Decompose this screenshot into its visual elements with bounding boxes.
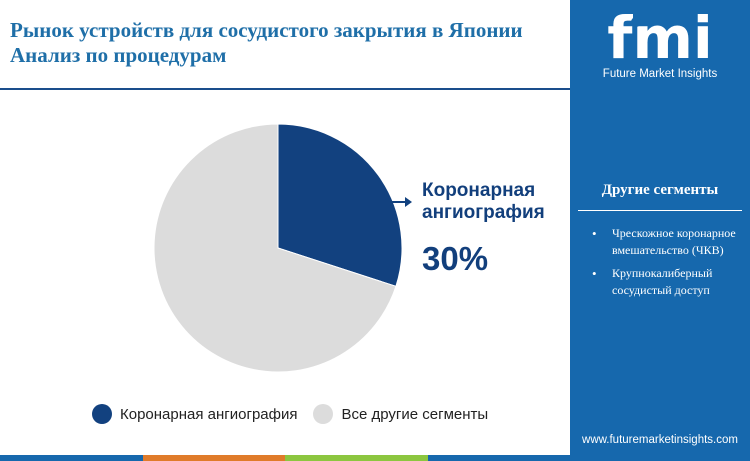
legend-label-others: Все другие сегменты <box>341 405 489 423</box>
bottom-bar-segment-4 <box>427 455 570 461</box>
bottom-bar-segment-2 <box>142 455 285 461</box>
title-line-1: Рынок устройств для сосудистого закрытия… <box>10 18 523 42</box>
logo-globe-icon-2 <box>657 13 667 23</box>
bottom-bar-segment-3 <box>285 455 428 461</box>
legend-item-highlight: Коронарная ангиография <box>92 404 297 424</box>
bottom-color-bar <box>0 455 570 461</box>
legend-item-others: Все другие сегменты <box>313 404 488 424</box>
callout-arrow <box>388 197 412 207</box>
bottom-bar-segment-1 <box>0 455 143 461</box>
pie-slice-others <box>153 123 397 373</box>
fmi-logo: fmi <box>607 8 713 66</box>
list-item: Чрескожное коронарное вмешательство (ЧКВ… <box>584 225 744 259</box>
callout-line-1: Коронарная <box>422 180 536 201</box>
legend-swatch-highlight <box>92 404 112 424</box>
callout-label: Коронарная ангиография <box>422 180 545 224</box>
sidebar-divider <box>578 210 742 211</box>
logo-subtitle: Future Market Insights <box>602 68 718 80</box>
segment-list: Чрескожное коронарное вмешательство (ЧКВ… <box>584 225 744 305</box>
list-item: Крупнокалиберный сосудистый доступ <box>584 265 744 299</box>
legend-label-highlight: Коронарная ангиография <box>120 405 298 423</box>
legend-swatch-others <box>313 404 334 424</box>
legend: Коронарная ангиография Все другие сегмен… <box>92 402 504 426</box>
title-divider <box>0 88 570 90</box>
title-line-2: Анализ по процедурам <box>10 43 227 67</box>
pie-slice-highlight <box>277 123 403 287</box>
callout-line-2: ангиография <box>422 202 545 223</box>
logo-globe-icon-3 <box>683 17 693 27</box>
sidebar-panel: fmi Future Market Insights Другие сегмен… <box>570 0 750 461</box>
sidebar-heading: Другие сегменты <box>601 182 719 198</box>
pie-chart <box>153 123 412 373</box>
logo-globe-icon <box>631 17 641 27</box>
website-link[interactable]: www.futuremarketinsights.com <box>582 434 738 446</box>
chart-title: Рынок устройств для сосудистого закрытия… <box>10 18 570 68</box>
callout-value: 30% <box>422 240 489 277</box>
